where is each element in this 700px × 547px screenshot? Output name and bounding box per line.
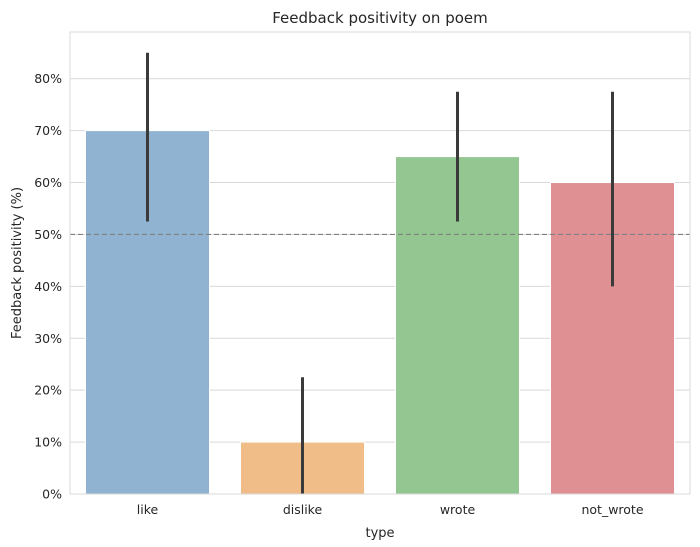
y-tick-label: 80% bbox=[34, 71, 62, 86]
y-tick-label: 70% bbox=[34, 123, 62, 138]
plot-frame bbox=[69, 31, 691, 495]
x-tick-labels: like dislike wrote not_wrote bbox=[137, 502, 644, 517]
y-tick-label: 10% bbox=[34, 435, 62, 450]
chart-title: Feedback positivity on poem bbox=[272, 9, 488, 27]
y-axis-title: Feedback positivity (%) bbox=[10, 187, 25, 339]
y-tick-label: 60% bbox=[34, 175, 62, 190]
y-tick-labels: 0% 10% 20% 30% 40% 50% 60% 70% 80% bbox=[34, 71, 62, 501]
y-tick-label: 0% bbox=[42, 487, 62, 502]
x-tick-label-wrote: wrote bbox=[440, 502, 476, 517]
x-axis-title: type bbox=[365, 526, 394, 541]
x-tick-label-dislike: dislike bbox=[283, 502, 323, 517]
x-tick-label-like: like bbox=[137, 502, 159, 517]
y-tick-label: 30% bbox=[34, 331, 62, 346]
x-tick-label-not_wrote: not_wrote bbox=[581, 502, 643, 517]
error-bars bbox=[146, 52, 614, 494]
y-tick-label: 40% bbox=[34, 279, 62, 294]
y-tick-label: 20% bbox=[34, 383, 62, 398]
bars bbox=[85, 130, 675, 495]
y-tick-label: 50% bbox=[34, 227, 62, 242]
